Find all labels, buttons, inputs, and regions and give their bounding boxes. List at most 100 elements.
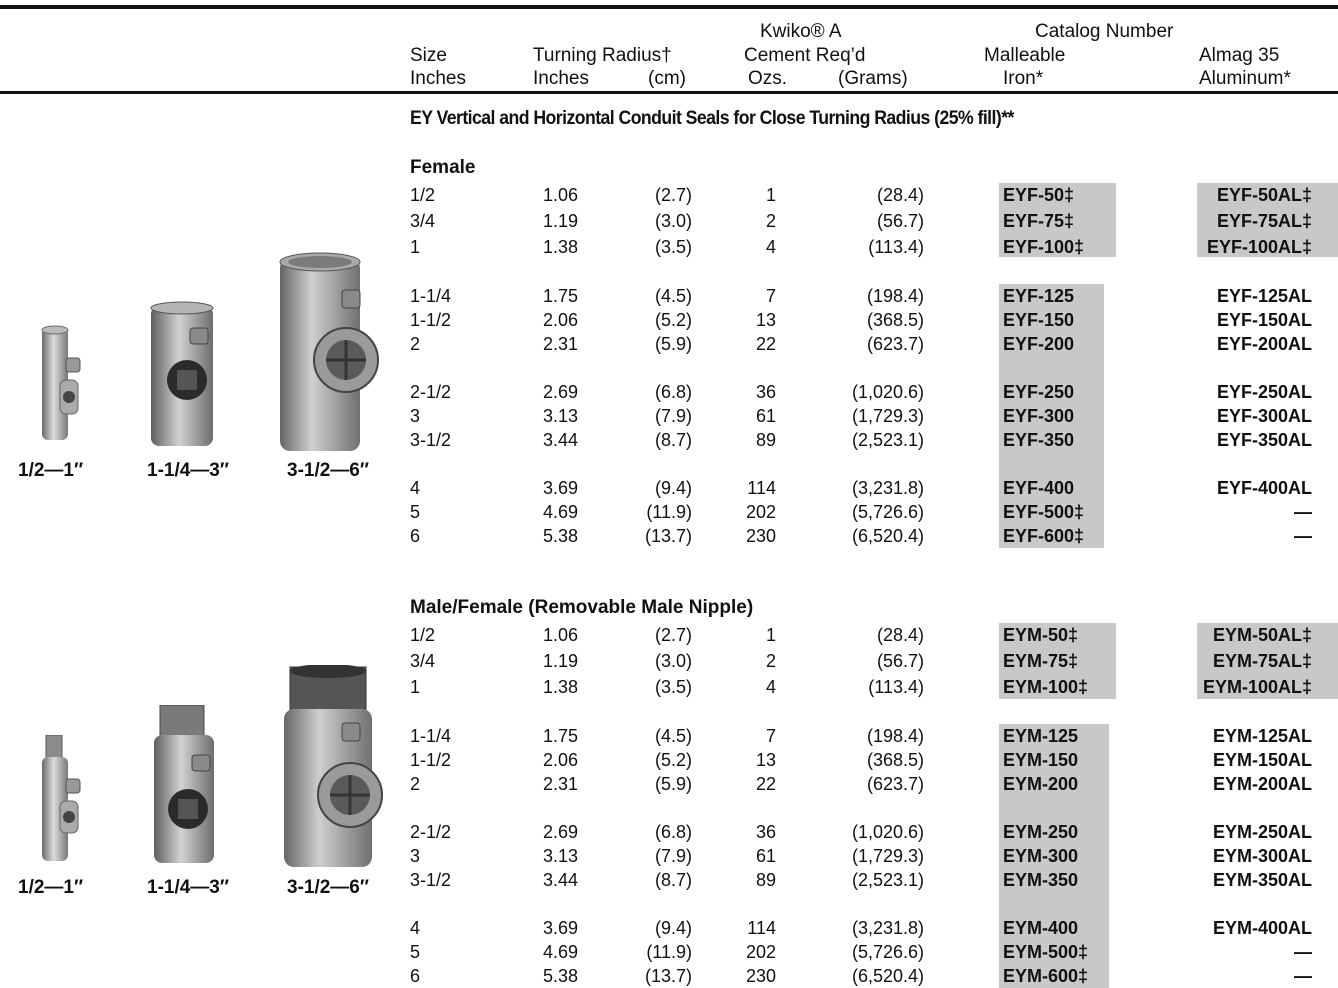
cell-size: 3-1/2 — [410, 870, 452, 890]
cell-mi: EYF-100‡ — [1003, 237, 1085, 257]
table-row: 3-1/2 3.44 (8.7) 89 (2,523.1) EYF-350 EYF-350A… — [0, 428, 1338, 452]
cell-in: 1.75 — [543, 726, 579, 746]
table-row: 3-1/2 3.44 (8.7) 89 (2,523.1) EYM-350 EYM-350A… — [0, 868, 1338, 892]
cell-ozs: 202 — [745, 502, 776, 522]
cell-cm: (8.7) — [654, 870, 692, 890]
cell-al: EYM-100AL‡ — [1202, 677, 1312, 697]
cell-size: 1/2 — [410, 185, 436, 205]
image-label-mf-medium: 1-1/4—3″ — [147, 877, 229, 898]
cell-g: (623.7) — [866, 774, 924, 794]
cell-g: (368.5) — [866, 310, 924, 330]
table-row: 1-1/2 2.06 (5.2) 13 (368.5) EYM-150 EYM-150AL — [0, 748, 1338, 772]
cell-ozs: 114 — [747, 918, 776, 938]
cell-g: (3,231.8) — [851, 478, 924, 498]
cell-mi: EYF-600‡ — [1003, 526, 1085, 546]
cell-mi: EYM-50‡ — [1003, 625, 1079, 645]
cell-size: 3-1/2 — [410, 430, 452, 450]
table-row: 1/2 1.06 (2.7) 1 (28.4) EYF-50‡ EYF-50AL‡ — [0, 183, 1338, 207]
cell-g: (2,523.1) — [851, 870, 924, 890]
cell-g: (198.4) — [866, 726, 924, 746]
table-row: 6 5.38 (13.7) 230 (6,520.4) EYM-600‡ — — [0, 964, 1338, 988]
cell-cm: (2.7) — [654, 185, 692, 205]
cell-cm: (5.9) — [654, 774, 692, 794]
cell-in: 4.69 — [543, 942, 579, 962]
table-row: 5 4.69 (11.9) 202 (5,726.6) EYF-500‡ — — [0, 500, 1338, 524]
cell-in: 5.38 — [543, 526, 579, 546]
cell-ozs: 7 — [765, 726, 776, 746]
cell-ozs: 7 — [765, 286, 776, 306]
cell-size: 3/4 — [410, 651, 436, 671]
cell-cm: (7.9) — [654, 846, 692, 866]
header-aluminum: Aluminum* — [1199, 68, 1291, 89]
table-row: 2-1/2 2.69 (6.8) 36 (1,020.6) EYF-250 EYF-250A… — [0, 380, 1338, 404]
cell-cm: (3.5) — [654, 677, 692, 697]
cell-al: EYF-300AL — [1216, 406, 1312, 426]
cell-cm: (11.9) — [646, 942, 692, 962]
cell-size: 1-1/4 — [410, 286, 452, 306]
table-row: 2-1/2 2.69 (6.8) 36 (1,020.6) EYM-250 EYM-250A… — [0, 820, 1338, 844]
header-rule — [0, 91, 1338, 94]
cell-g: (623.7) — [866, 334, 924, 354]
cell-size: 2-1/2 — [410, 382, 452, 402]
cell-in: 2.06 — [543, 750, 579, 770]
cell-mi: EYF-500‡ — [1003, 502, 1085, 522]
product-image-mf-medium — [154, 705, 214, 863]
cell-ozs: 114 — [747, 478, 776, 498]
cell-g: (198.4) — [866, 286, 924, 306]
cell-ozs: 22 — [755, 774, 776, 794]
cell-al: EYM-125AL — [1212, 726, 1312, 746]
cell-cm: (5.9) — [654, 334, 692, 354]
header-turning-inches: Inches — [533, 68, 589, 89]
cell-size: 5 — [410, 942, 421, 962]
table-row: 2 2.31 (5.9) 22 (623.7) EYF-200 EYF-200AL — [0, 332, 1338, 356]
table-row: 6 5.38 (13.7) 230 (6,520.4) EYF-600‡ — — [0, 524, 1338, 548]
cell-ozs: 202 — [745, 942, 776, 962]
cell-al: EYF-100AL‡ — [1206, 237, 1312, 257]
cell-in: 1.19 — [543, 651, 579, 671]
cell-mi: EYF-125 — [1003, 286, 1075, 306]
product-image-female-small — [41, 325, 81, 440]
header-turning-radius: Turning Radius† — [533, 45, 672, 66]
cell-mi: EYF-200 — [1003, 334, 1075, 354]
cell-mi: EYM-300 — [1003, 846, 1079, 866]
cell-cm: (3.0) — [654, 211, 692, 231]
cell-mi: EYM-125 — [1003, 726, 1079, 746]
header-almag: Almag 35 — [1199, 45, 1280, 66]
cell-size: 3 — [410, 846, 421, 866]
cell-al: EYF-75AL‡ — [1216, 211, 1312, 231]
cell-ozs: 4 — [765, 677, 776, 697]
header-catalog-number: Catalog Number — [1035, 21, 1174, 42]
cell-mi: EYM-200 — [1003, 774, 1079, 794]
cell-cm: (13.7) — [644, 966, 692, 986]
cell-in: 3.44 — [543, 430, 579, 450]
cell-g: (5,726.6) — [851, 942, 924, 962]
cell-g: (28.4) — [876, 185, 924, 205]
cell-g: (6,520.4) — [851, 526, 924, 546]
cell-size: 6 — [410, 966, 421, 986]
cell-ozs: 2 — [765, 651, 776, 671]
cell-mi: EYF-75‡ — [1003, 211, 1075, 231]
table-row: 4 3.69 (9.4) 114 (3,231.8) EYM-400 EYM-400AL — [0, 916, 1338, 940]
group-label-male-female: Male/Female (Removable Male Nipple) — [410, 597, 754, 618]
cell-in: 1.38 — [543, 237, 579, 257]
cell-size: 2 — [410, 774, 421, 794]
cell-mi: EYM-400 — [1003, 918, 1079, 938]
image-label-female-small: 1/2—1″ — [18, 460, 84, 481]
cell-in: 2.69 — [543, 822, 579, 842]
shade-female-al-top — [1197, 183, 1338, 257]
table-row: 4 3.69 (9.4) 114 (3,231.8) EYF-400 EYF-400AL — [0, 476, 1338, 500]
table-row: 3/4 1.19 (3.0) 2 (56.7) EYF-75‡ EYF-75AL‡ — [0, 209, 1338, 233]
cell-al: EYF-200AL — [1216, 334, 1312, 354]
cell-mi: EYF-250 — [1003, 382, 1075, 402]
cell-al: EYM-350AL — [1212, 870, 1312, 890]
product-image-mf-large — [284, 665, 383, 867]
cell-mi: EYF-400 — [1003, 478, 1075, 498]
cell-in: 1.75 — [543, 286, 579, 306]
table-row: 3/4 1.19 (3.0) 2 (56.7) EYM-75‡ EYM-75AL‡ — [0, 649, 1338, 673]
header-size-unit: Inches — [410, 68, 466, 89]
cell-cm: (11.9) — [646, 502, 692, 522]
cell-g: (113.4) — [868, 677, 924, 697]
cell-cm: (5.2) — [654, 750, 692, 770]
cell-in: 2.31 — [543, 774, 579, 794]
header-size: Size — [410, 45, 447, 66]
